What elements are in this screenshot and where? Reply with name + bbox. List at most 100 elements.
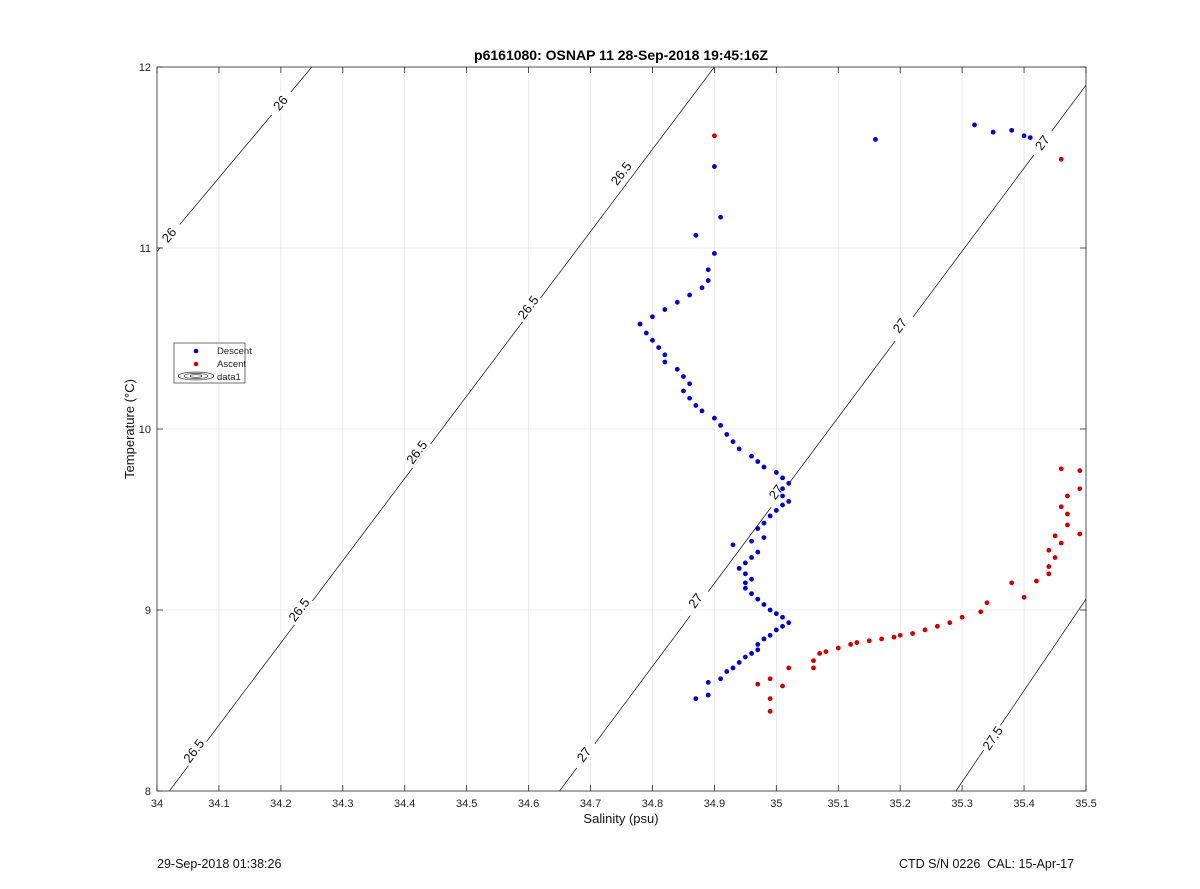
point-descent	[705, 267, 711, 273]
x-tick-label: 34	[151, 798, 163, 810]
point-ascent	[786, 665, 792, 671]
point-descent	[730, 665, 736, 671]
x-tick-label: 35.4	[1013, 798, 1034, 810]
point-ascent	[1046, 564, 1052, 569]
point-descent	[712, 415, 717, 421]
point-ascent	[1077, 486, 1083, 492]
point-descent	[705, 680, 711, 685]
point-descent	[767, 607, 773, 613]
legend-label-data1: data1	[217, 372, 241, 383]
contour-label-gap	[1027, 126, 1057, 159]
point-descent	[718, 422, 723, 428]
point-descent	[693, 696, 699, 702]
point-descent	[972, 122, 977, 128]
point-descent	[749, 591, 754, 597]
point-descent	[650, 337, 655, 343]
point-descent	[687, 395, 693, 401]
point-ascent	[1077, 531, 1083, 537]
point-descent	[742, 580, 748, 586]
point-ascent	[755, 681, 761, 687]
point-ascent	[910, 631, 915, 636]
point-ascent	[817, 651, 823, 656]
point-descent	[1009, 127, 1015, 133]
point-descent	[749, 576, 754, 582]
footer-timestamp: 29-Sep-2018 01:38:26	[157, 857, 282, 871]
point-descent	[755, 641, 761, 647]
point-descent	[662, 359, 668, 365]
contour-label-gap	[568, 737, 599, 771]
x-tick-label: 34.2	[270, 798, 291, 810]
y-tick-label: 11	[140, 243, 151, 255]
point-ascent	[1065, 511, 1070, 517]
point-descent	[705, 278, 711, 283]
point-ascent	[947, 620, 953, 626]
point-descent	[637, 321, 643, 327]
point-descent	[712, 164, 717, 169]
point-descent	[730, 439, 736, 445]
point-descent	[742, 654, 748, 660]
x-tick-label: 34.9	[704, 798, 725, 810]
point-descent	[749, 453, 754, 459]
data-points	[637, 122, 1083, 714]
legend-marker-ascent	[193, 361, 199, 367]
point-descent	[681, 374, 686, 379]
point-ascent	[835, 645, 841, 651]
point-descent	[718, 214, 723, 220]
point-descent	[699, 408, 705, 414]
contour-label-gap	[178, 734, 208, 767]
point-descent	[780, 486, 785, 492]
point-descent	[761, 520, 767, 526]
x-tick-label: 35.5	[1075, 798, 1096, 810]
grid	[157, 67, 1086, 791]
point-descent	[761, 636, 767, 642]
contour-label-gap	[884, 309, 914, 342]
x-tick-label: 35.2	[889, 798, 910, 810]
axis-ticks: 34 34.1 34.2 34.3 34.4 34.5 34.6 34.7 34.8 34.9 35…	[139, 62, 1097, 810]
point-descent	[755, 647, 761, 653]
point-descent	[773, 470, 779, 475]
x-tick-label: 34.1	[208, 798, 229, 810]
point-descent	[687, 381, 693, 387]
legend-marker-contour-icon	[177, 371, 215, 381]
y-axis-label: Temperature (°C)	[122, 379, 137, 479]
contour-label: 27	[1032, 132, 1053, 153]
point-ascent	[866, 638, 872, 644]
x-tick-label: 34.8	[642, 798, 663, 810]
point-ascent	[1046, 547, 1052, 553]
point-descent	[699, 285, 705, 291]
point-ascent	[922, 627, 928, 633]
point-ascent	[767, 696, 773, 702]
x-tick-label: 34.7	[580, 798, 601, 810]
point-descent	[767, 513, 773, 519]
point-ascent	[811, 658, 816, 664]
x-tick-label: 34.6	[518, 798, 539, 810]
point-ascent	[1009, 580, 1015, 586]
point-ascent	[780, 683, 785, 689]
point-descent	[656, 345, 662, 350]
x-axis-label: Salinity (psu)	[583, 811, 658, 826]
point-ascent	[1077, 468, 1083, 474]
point-descent	[681, 388, 686, 394]
contour-label: 27	[685, 590, 706, 611]
point-descent	[742, 585, 748, 591]
point-descent	[767, 632, 773, 638]
legend[interactable]: Descent Ascent data1	[173, 342, 252, 384]
point-descent	[1021, 133, 1027, 139]
point-descent	[780, 475, 785, 481]
legend-box	[173, 342, 246, 384]
point-descent	[755, 526, 761, 531]
point-ascent	[1046, 571, 1052, 577]
point-descent	[643, 330, 649, 336]
point-descent	[1027, 135, 1033, 140]
point-descent	[724, 432, 730, 437]
x-tick-label: 35.3	[951, 798, 972, 810]
point-descent	[693, 403, 699, 408]
point-ascent	[1058, 156, 1064, 162]
point-descent	[780, 502, 785, 508]
point-descent	[755, 596, 761, 602]
y-tick-label: 8	[145, 786, 151, 798]
point-ascent	[811, 665, 816, 671]
y-tick-label: 9	[145, 605, 151, 617]
point-descent	[786, 499, 792, 504]
